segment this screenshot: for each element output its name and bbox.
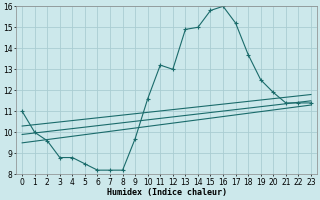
X-axis label: Humidex (Indice chaleur): Humidex (Indice chaleur) [107, 188, 227, 197]
